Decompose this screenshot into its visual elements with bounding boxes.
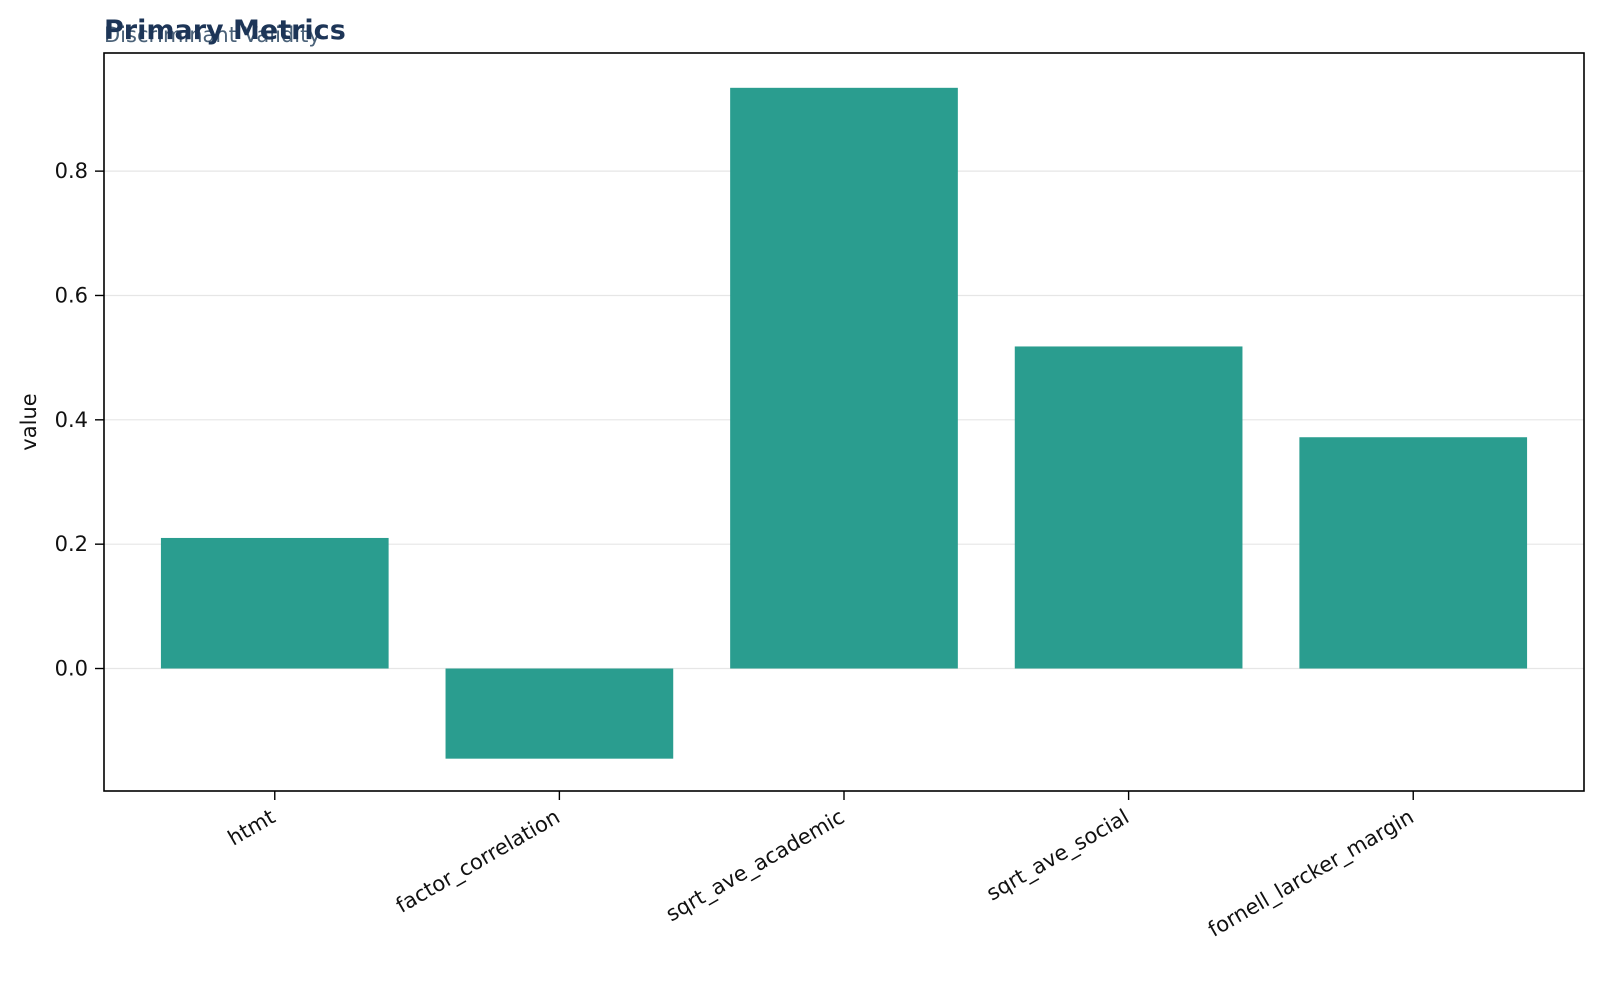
x-tick-label: fornell_larcker_margin [1204,805,1418,943]
bar-htmt [160,537,389,669]
x-axis-ticks: htmt factor_correlation sqrt_ave_academic s… [224,791,1418,943]
y-axis-ticks: 0.0 0.2 0.4 0.6 0.8 [55,159,104,681]
y-axis-label: value [17,393,41,450]
bars [160,87,1528,759]
y-tick-label: 0.4 [55,408,88,432]
x-tick-label: factor_correlation [392,805,564,919]
x-tick-label: sqrt_ave_academic [662,805,849,928]
chart-title: Primary Metrics [104,15,346,46]
bar-sqrt_ave_academic [730,87,958,669]
x-tick-label: htmt [224,805,280,851]
y-tick-label: 0.6 [55,283,88,307]
y-tick-label: 0.8 [55,159,88,183]
bar-sqrt_ave_social [1014,346,1243,669]
y-tick-label: 0.0 [55,657,88,681]
y-tick-label: 0.2 [55,532,88,556]
x-tick-label: sqrt_ave_social [982,805,1133,907]
chart-subtitle: Discriminant Validity [104,23,321,47]
bar-fornell_larcker_margin [1299,437,1528,669]
bar-factor_correlation [445,668,674,759]
